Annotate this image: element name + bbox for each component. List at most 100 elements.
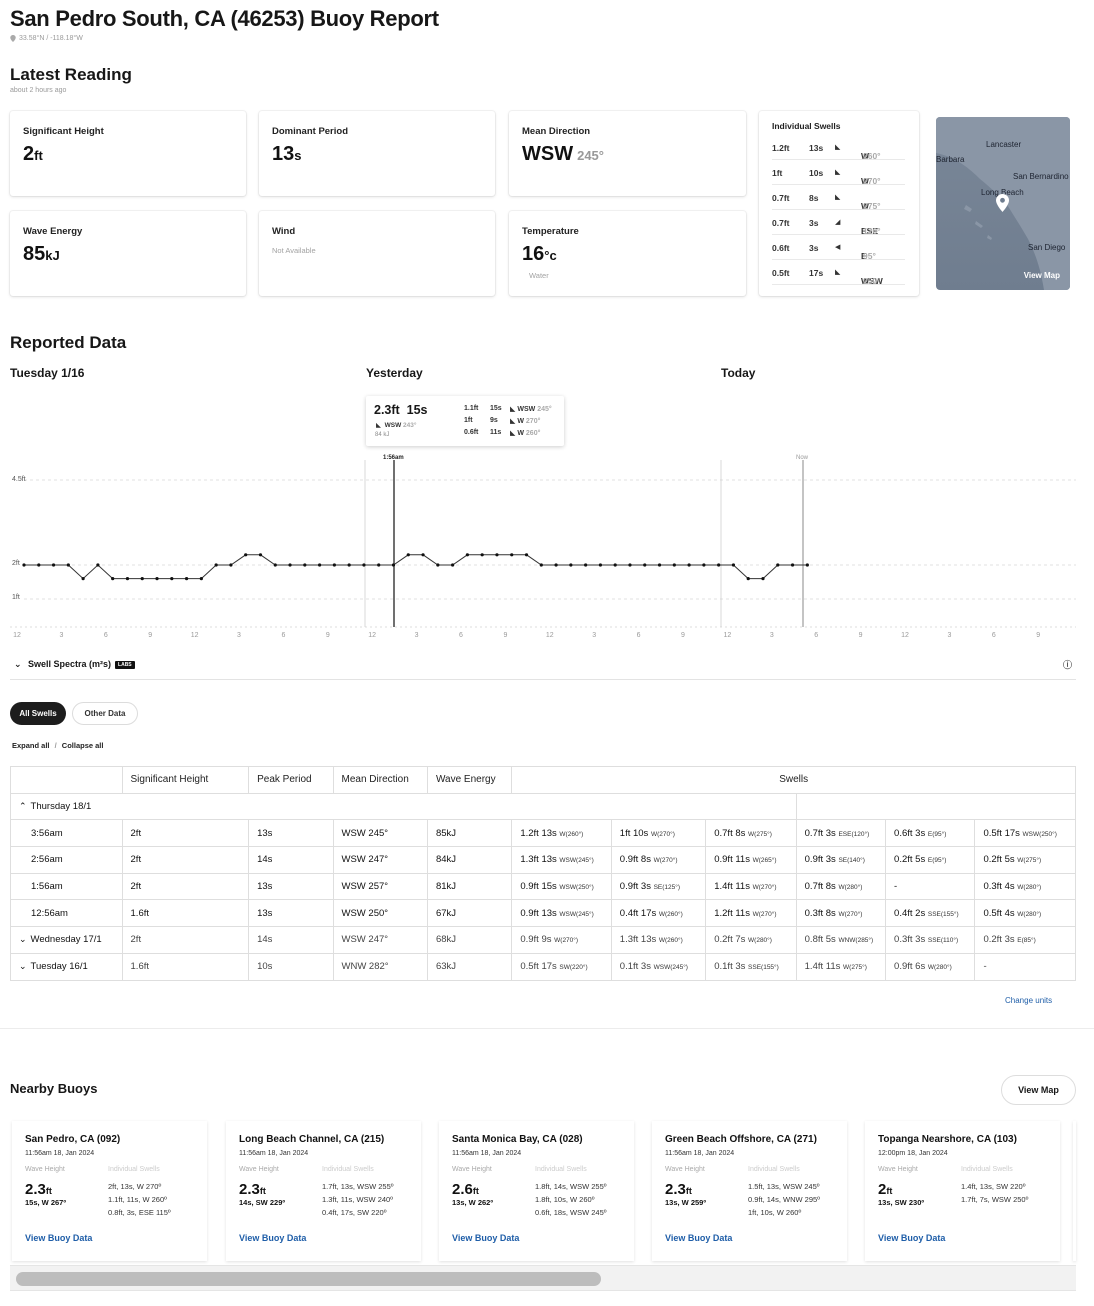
- data-point[interactable]: [731, 563, 736, 567]
- data-point[interactable]: [347, 563, 351, 567]
- data-point[interactable]: [524, 553, 529, 557]
- view-buoy-data-link[interactable]: View Buoy Data: [878, 1233, 946, 1243]
- collapse-all-button[interactable]: Collapse all: [61, 741, 104, 750]
- data-point[interactable]: [510, 553, 514, 557]
- data-point[interactable]: [170, 577, 174, 581]
- data-point[interactable]: [140, 577, 144, 581]
- data-point[interactable]: [318, 563, 322, 567]
- data-point[interactable]: [362, 563, 366, 567]
- period-cell: 13s: [248, 872, 334, 901]
- data-point[interactable]: [746, 577, 750, 581]
- swell-row: 1ft 10s ◣ W 270°: [772, 160, 905, 186]
- data-point[interactable]: [184, 577, 189, 581]
- table-row[interactable]: 3:56am 2ft 13s WSW 245° 85kJ 1.2ft 13s W(260°…: [10, 819, 1076, 848]
- data-point[interactable]: [776, 563, 780, 567]
- data-point[interactable]: [717, 563, 721, 567]
- data-point[interactable]: [81, 577, 85, 581]
- nearby-buoy-card[interactable]: San Pedro, CA (092) 11:56am 18, Jan 2024 W…: [12, 1121, 207, 1261]
- wave-height-chart[interactable]: [0, 450, 1094, 630]
- data-point[interactable]: [539, 563, 543, 567]
- data-point[interactable]: [155, 577, 159, 581]
- view-buoy-data-link[interactable]: View Buoy Data: [452, 1233, 520, 1243]
- data-point[interactable]: [125, 577, 130, 581]
- x-tick-label: 9: [858, 632, 863, 639]
- data-point[interactable]: [687, 563, 691, 567]
- data-point[interactable]: [554, 563, 558, 567]
- location-map[interactable]: Lancaster Barbara San Bernardino Long Be…: [936, 117, 1070, 290]
- direction-arrow-icon: ◣: [835, 144, 841, 151]
- view-buoy-data-link[interactable]: View Buoy Data: [25, 1233, 93, 1243]
- data-point[interactable]: [480, 553, 484, 557]
- data-point[interactable]: [229, 563, 233, 567]
- swell-cell: 0.1ft 3s SSE(155°): [705, 952, 797, 981]
- data-point[interactable]: [111, 577, 115, 581]
- data-point[interactable]: [37, 563, 41, 567]
- data-point[interactable]: [436, 563, 440, 567]
- data-point[interactable]: [613, 563, 617, 567]
- nearby-buoy-card[interactable]: Green Beach Offshore, CA (271) 11:56am 18…: [652, 1121, 847, 1261]
- table-row[interactable]: 12:56am 1.6ft 13s WSW 250° 67kJ 0.9ft 13s WSW…: [10, 899, 1076, 928]
- tab-all-swells[interactable]: All Swells: [10, 702, 66, 725]
- data-point[interactable]: [332, 563, 336, 567]
- change-units-link[interactable]: Change units: [1005, 996, 1053, 1005]
- data-point[interactable]: [598, 563, 603, 567]
- data-point[interactable]: [377, 563, 381, 567]
- info-icon[interactable]: ⓘ: [1062, 660, 1072, 670]
- swell-spectra-toggle[interactable]: ⌄ Swell Spectra (m²s) LABS ⓘ: [10, 656, 1076, 680]
- data-point[interactable]: [51, 563, 56, 567]
- expand-all-button[interactable]: Expand all: [12, 741, 50, 750]
- table-row[interactable]: 1:56am 2ft 13s WSW 257° 81kJ 0.9ft 15s WSW(25…: [10, 872, 1076, 901]
- horizontal-scrollbar[interactable]: [10, 1265, 1076, 1291]
- collapsed-day-row[interactable]: ⌄ Tuesday 16/1 1.6ft 10s WNW 282° 63kJ 0.5ft 1…: [10, 952, 1076, 981]
- data-point[interactable]: [214, 563, 218, 567]
- data-point[interactable]: [288, 563, 292, 567]
- swell-period: 13s: [809, 143, 824, 153]
- data-point[interactable]: [495, 553, 499, 557]
- data-point[interactable]: [273, 563, 277, 567]
- data-point[interactable]: [465, 553, 469, 557]
- data-point[interactable]: [584, 563, 588, 567]
- direction-cell: WNW 282°: [332, 952, 428, 981]
- view-map-link[interactable]: View Map: [1023, 271, 1060, 280]
- height-cell: 2ft: [121, 872, 250, 901]
- buoy-period-direction: 15s, W 267º: [25, 1198, 67, 1207]
- data-point[interactable]: [199, 577, 203, 581]
- scrollbar-thumb[interactable]: [16, 1272, 601, 1286]
- nearby-buoy-card[interactable]: Topanga Nearshore, CA (103) 12:00pm 18, J…: [865, 1121, 1060, 1261]
- swell-cell: 0.2ft 5s E(95°): [885, 846, 976, 874]
- data-point[interactable]: [657, 563, 662, 567]
- view-buoy-data-link[interactable]: View Buoy Data: [239, 1233, 307, 1243]
- data-point[interactable]: [96, 563, 100, 567]
- time-cell: 1:56am: [10, 872, 123, 901]
- tab-other-data[interactable]: Other Data: [72, 702, 138, 725]
- buoy-swell: 0.8ft, 3s, ESE 115º: [108, 1208, 171, 1217]
- data-point[interactable]: [628, 563, 632, 567]
- data-point[interactable]: [702, 563, 706, 567]
- data-point[interactable]: [22, 563, 26, 567]
- group-row-thursday[interactable]: ⌃ Thursday 18/1: [10, 792, 1077, 821]
- table-row[interactable]: 2:56am 2ft 14s WSW 247° 84kJ 1.3ft 13s WSW(24…: [10, 846, 1076, 874]
- nearby-buoy-card[interactable]: Santa Monica Bay, CA (028) 11:56am 18, Ja…: [439, 1121, 634, 1261]
- data-point[interactable]: [66, 563, 70, 567]
- data-point[interactable]: [672, 563, 676, 567]
- data-point[interactable]: [421, 553, 425, 557]
- nearby-buoy-card[interactable]: Long Beach Channel, CA (215) 11:56am 18, …: [226, 1121, 421, 1261]
- card-label: Temperature: [522, 226, 579, 237]
- data-point[interactable]: [643, 563, 647, 567]
- period-cell: 13s: [248, 819, 334, 848]
- data-point[interactable]: [761, 577, 765, 581]
- data-point[interactable]: [303, 563, 307, 567]
- buoy-height: 2.3ft: [25, 1181, 52, 1198]
- view-buoy-data-link[interactable]: View Buoy Data: [665, 1233, 733, 1243]
- y-axis-label: 4.5ft: [12, 476, 26, 483]
- data-point[interactable]: [244, 553, 248, 557]
- data-point[interactable]: [406, 553, 410, 557]
- view-map-button[interactable]: View Map: [1001, 1075, 1076, 1105]
- data-point[interactable]: [790, 563, 795, 567]
- data-point[interactable]: [805, 563, 809, 567]
- data-point[interactable]: [569, 563, 573, 567]
- data-point[interactable]: [258, 553, 263, 557]
- collapsed-day-row[interactable]: ⌄ Wednesday 17/1 2ft 14s WSW 247° 68kJ 0.9ft 9…: [10, 926, 1076, 954]
- data-point[interactable]: [391, 563, 396, 567]
- data-point[interactable]: [451, 563, 455, 567]
